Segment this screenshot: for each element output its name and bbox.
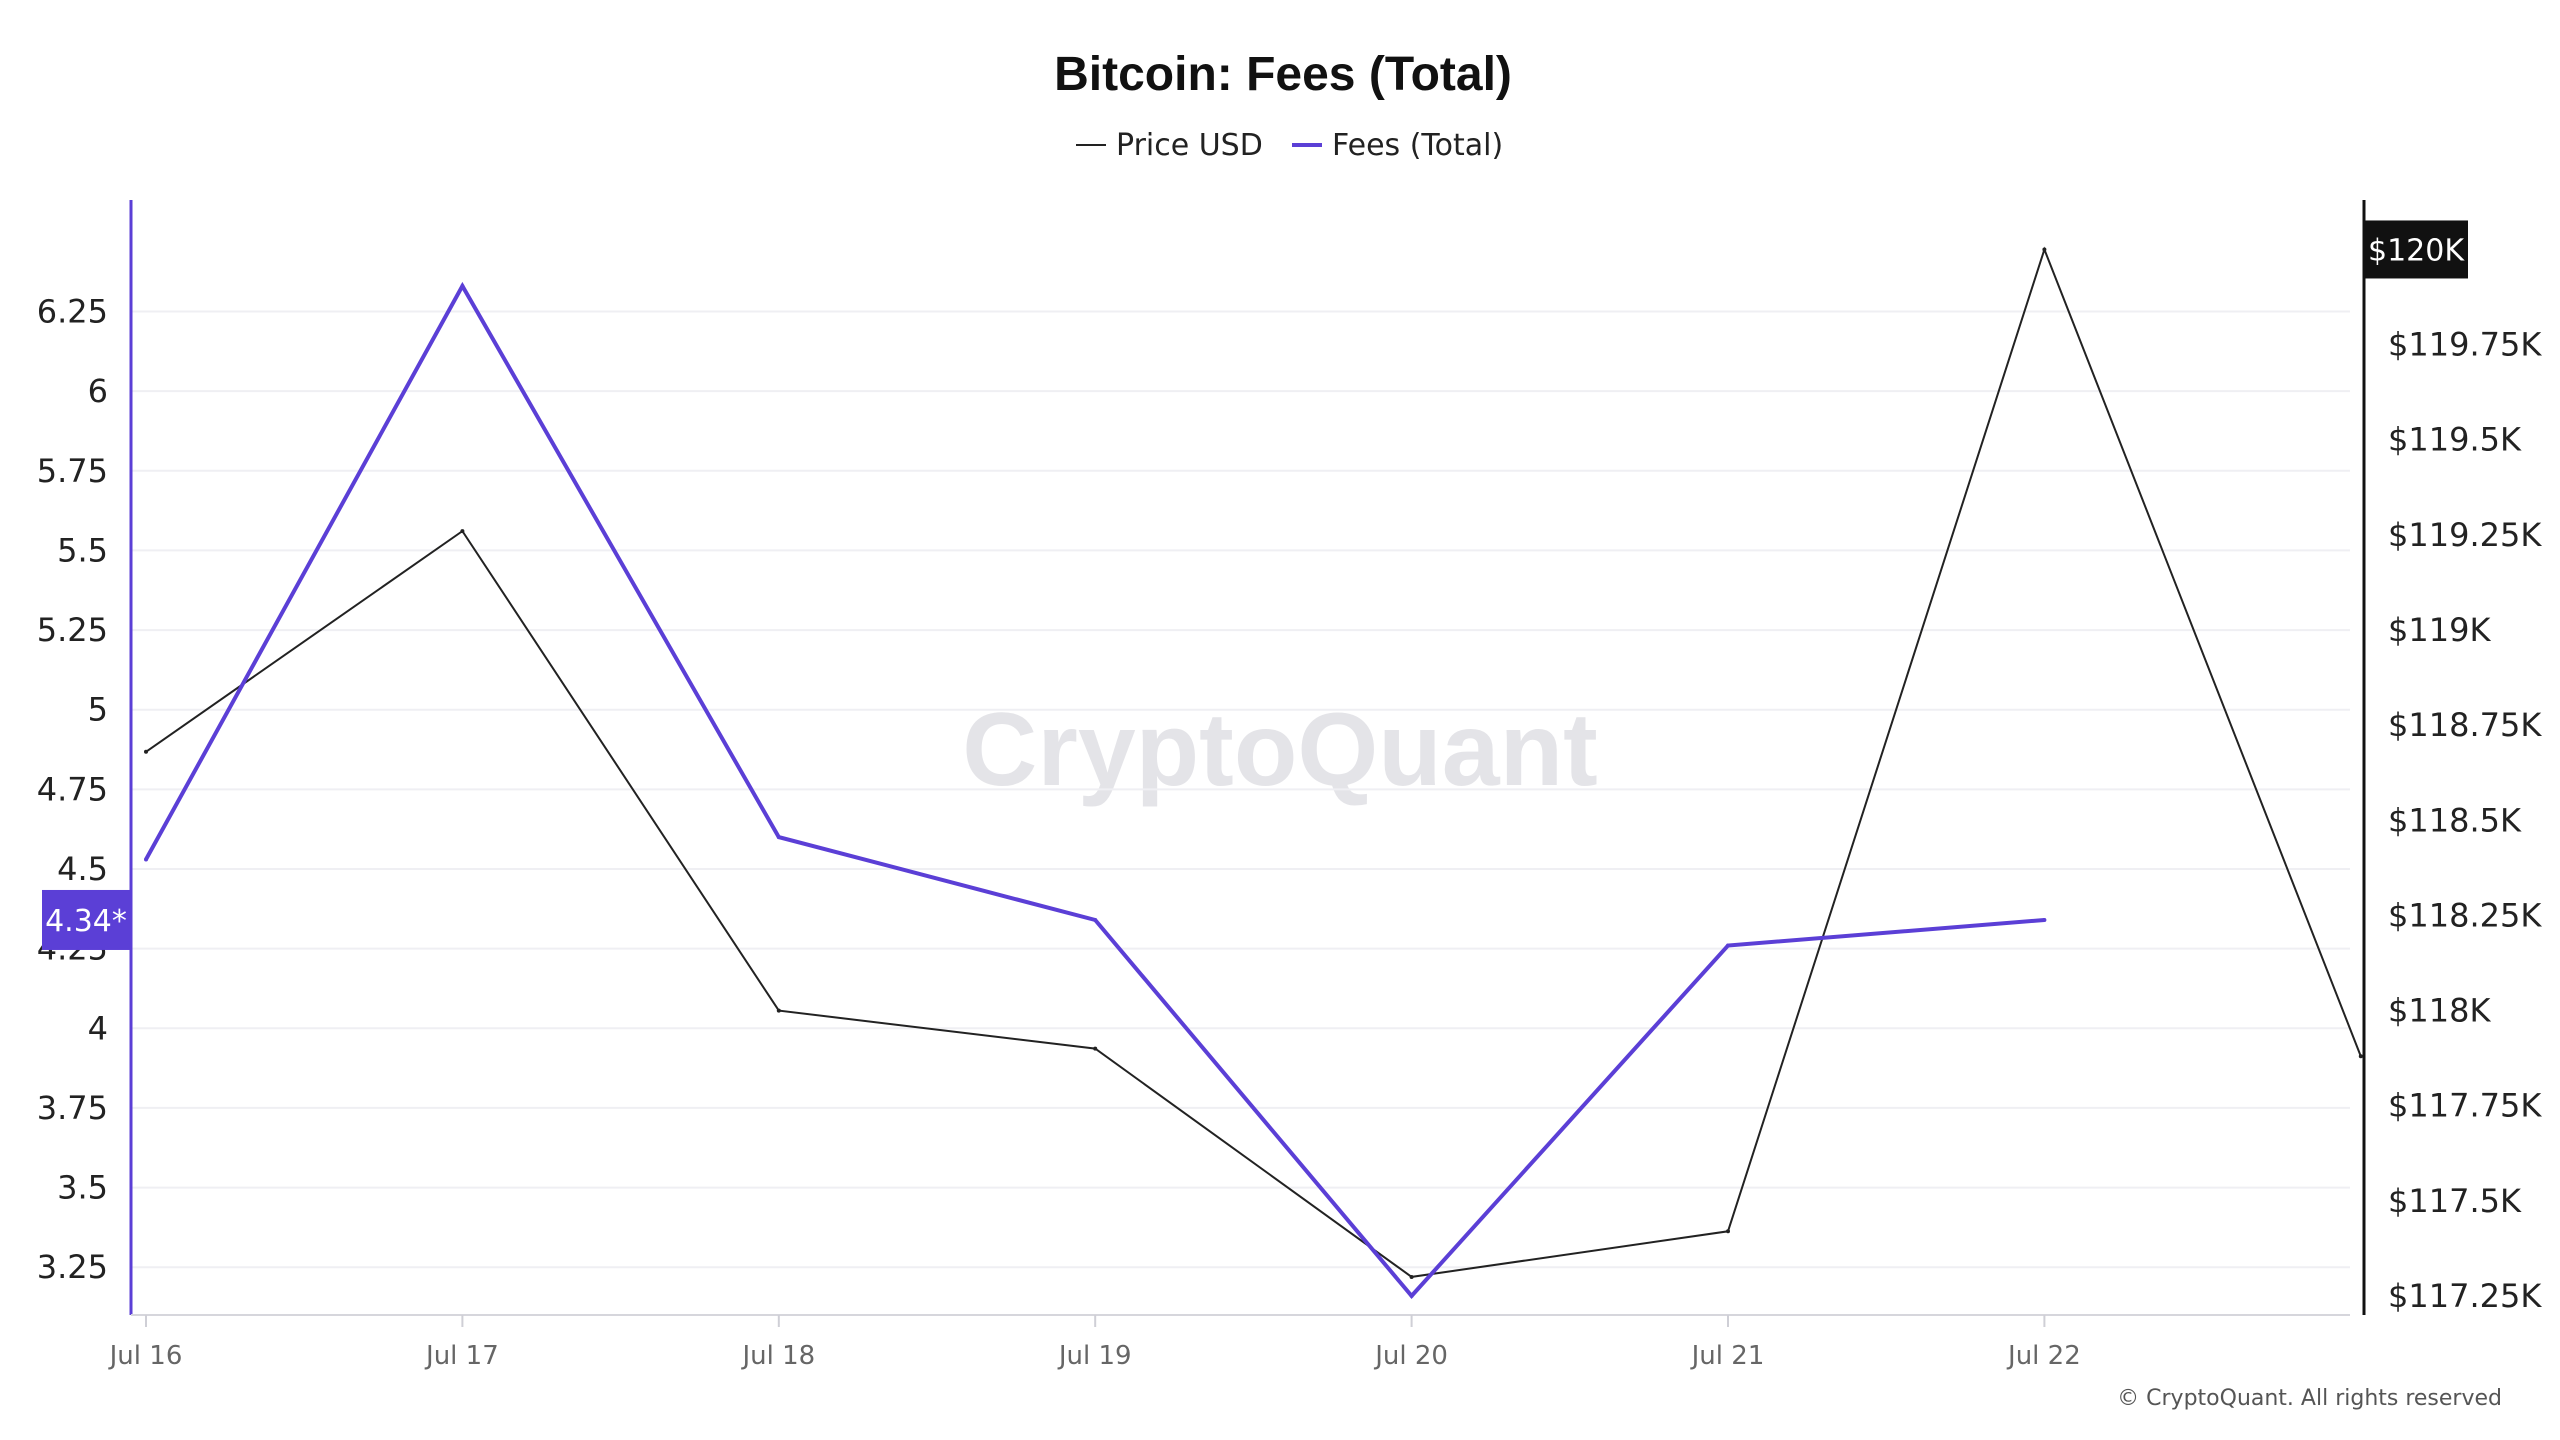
right-badge-bg <box>2364 220 2468 279</box>
data-point-fees[interactable] <box>1409 1293 1414 1298</box>
y-right-tick-label: $119.5K <box>2388 421 2522 459</box>
y-right-tick-label: $119K <box>2388 611 2491 649</box>
y-right-tick-label: $119.25K <box>2388 516 2542 554</box>
y-left-tick-label: 3.5 <box>57 1169 108 1207</box>
left-badge-label: 4.34* <box>45 904 127 939</box>
y-left-tick-label: 3.75 <box>37 1089 108 1127</box>
data-point-price[interactable] <box>776 1008 781 1013</box>
series-points <box>144 247 2363 1298</box>
grid <box>131 310 2350 1269</box>
x-axis-ticks: Jul 16 Jul 17 Jul 18 Jul 19 Jul 20 Jul 21 Jul … <box>108 1315 2081 1371</box>
y-left-tick-label: 6.25 <box>37 293 108 331</box>
x-tick-label: Jul 17 <box>424 1341 499 1371</box>
data-point-price[interactable] <box>1726 1229 1730 1234</box>
x-tick-label: Jul 21 <box>1690 1341 1765 1371</box>
right-value-badge: $120K <box>2364 220 2468 279</box>
left-badge-bg <box>42 889 130 950</box>
right-axis-ticks: $119.75K $119.5K $119.25K $119K $118.75K $118… <box>2388 326 2542 1315</box>
y-right-tick-label: $118.75K <box>2388 706 2542 744</box>
y-left-tick-label: 5.5 <box>57 531 108 569</box>
y-left-tick-label: 3.25 <box>37 1248 108 1286</box>
y-right-tick-label: $117.75K <box>2388 1087 2542 1125</box>
series-line-price <box>145 246 2362 1278</box>
y-left-tick-label: 6 <box>88 372 108 410</box>
y-left-tick-label: 5 <box>88 691 108 729</box>
right-badge-label: $120K <box>2368 233 2465 268</box>
y-right-tick-label: $117.5K <box>2388 1182 2522 1220</box>
data-point-price[interactable] <box>460 529 465 534</box>
data-point-price[interactable] <box>1093 1046 1098 1051</box>
y-left-tick-label: 5.75 <box>37 452 108 490</box>
y-right-tick-label: $119.75K <box>2388 326 2542 364</box>
y-right-tick-label: $118K <box>2388 992 2491 1030</box>
y-right-tick-label: $117.25K <box>2388 1277 2542 1315</box>
data-point-fees[interactable] <box>1093 917 1098 922</box>
chart-title: Bitcoin: Fees (Total) <box>1054 48 1512 101</box>
x-tick-label: Jul 20 <box>1373 1341 1448 1371</box>
copyright: © CryptoQuant. All rights reserved <box>2117 1386 2502 1411</box>
y-left-tick-label: 4.75 <box>37 770 108 808</box>
data-point-price[interactable] <box>2358 1054 2363 1059</box>
y-right-tick-label: $118.25K <box>2388 896 2542 934</box>
y-right-tick-label: $118.5K <box>2388 801 2522 839</box>
x-tick-label: Jul 19 <box>1057 1341 1132 1371</box>
legend-item-fees[interactable]: Fees (Total) <box>1292 128 1503 163</box>
legend-label-price: Price USD <box>1116 128 1263 163</box>
data-point-price[interactable] <box>1409 1274 1414 1279</box>
y-left-tick-label: 5.25 <box>37 611 108 649</box>
legend-label-fees: Fees (Total) <box>1332 128 1503 163</box>
legend-item-price[interactable]: Price USD <box>1076 128 1263 163</box>
legend: Price USD Fees (Total) <box>1076 128 1503 163</box>
x-tick-label: Jul 18 <box>740 1341 815 1371</box>
data-point-price[interactable] <box>2042 247 2047 252</box>
data-point-fees[interactable] <box>1726 943 1730 948</box>
y-left-tick-label: 4.5 <box>57 850 108 888</box>
x-tick-label: Jul 22 <box>2006 1341 2081 1371</box>
data-point-fees[interactable] <box>2042 917 2047 922</box>
data-point-fees[interactable] <box>776 835 781 840</box>
x-tick-label: Jul 16 <box>108 1341 183 1371</box>
left-value-badge: 4.34* <box>42 889 130 950</box>
data-point-price[interactable] <box>144 749 148 754</box>
data-point-fees[interactable] <box>144 857 148 862</box>
data-point-fees[interactable] <box>460 284 465 289</box>
y-left-tick-label: 4 <box>88 1009 108 1047</box>
